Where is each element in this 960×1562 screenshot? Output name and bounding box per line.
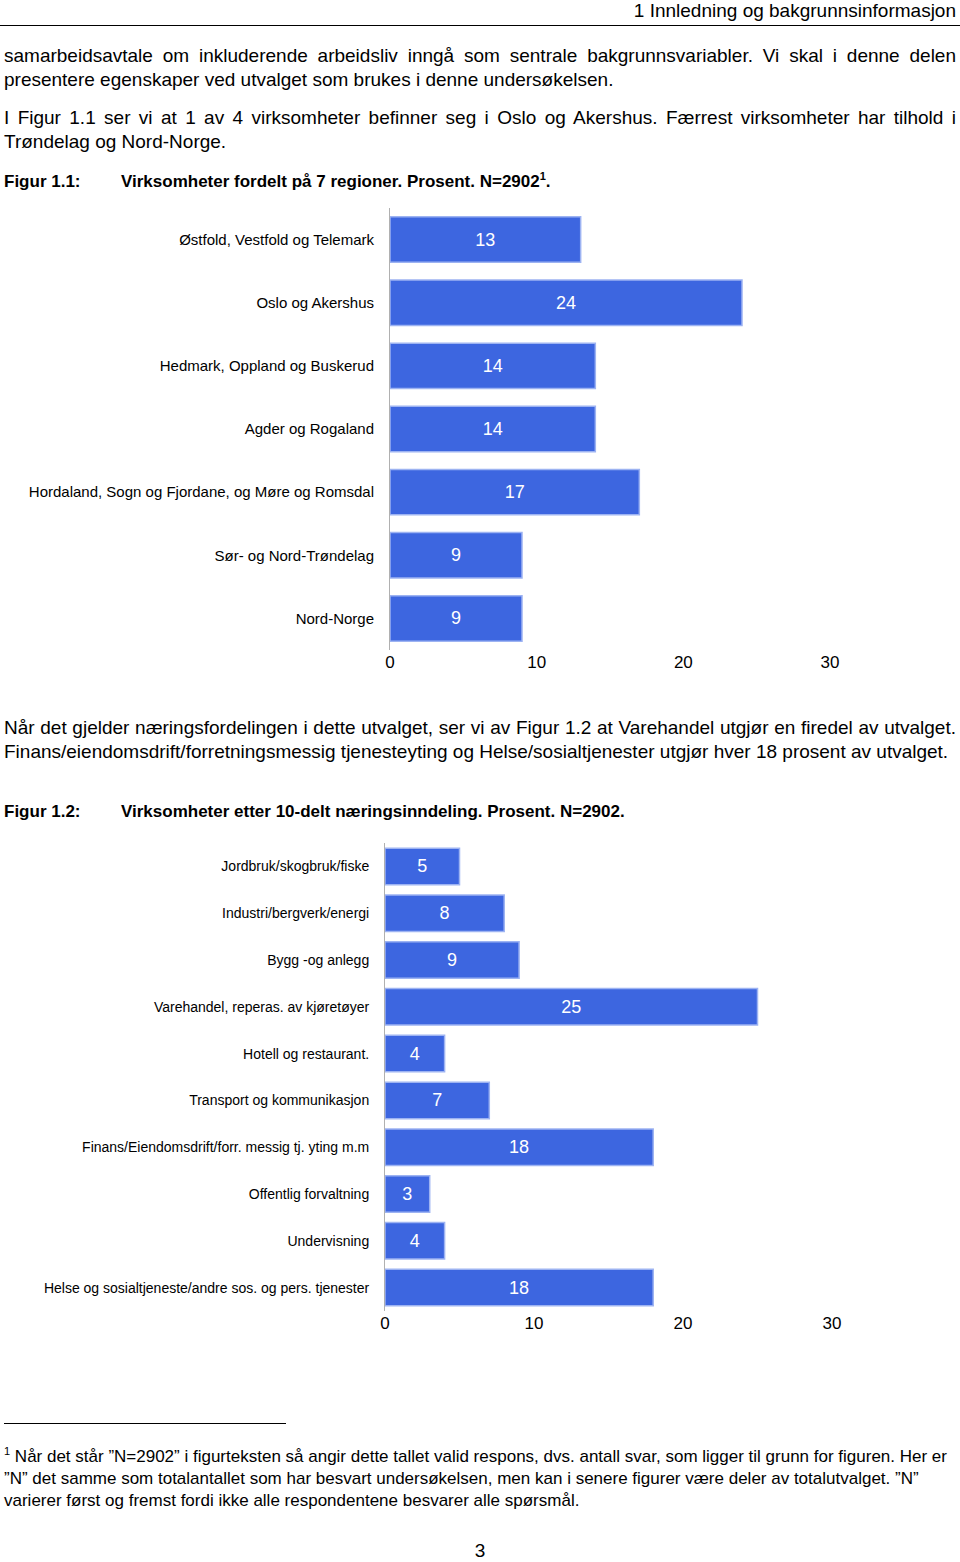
html-text:Virksomheter etter 10-delt nær: Virksomheter etter 10-delt næringsinndel… <box>121 802 625 821</box>
svg-text:5: 5 <box>417 856 427 876</box>
svg-text:Jordbruk/skogbruk/fiske: Jordbruk/skogbruk/fiske <box>221 858 369 874</box>
svg-text:0: 0 <box>380 1314 389 1333</box>
svg-text:8: 8 <box>440 903 450 923</box>
svg-text:Industri/bergverk/energi: Industri/bergverk/energi <box>222 905 369 921</box>
svg-text:4: 4 <box>410 1231 420 1251</box>
html-text:3: 3 <box>474 1540 486 1561</box>
svg-text:9: 9 <box>451 608 461 628</box>
svg-text:Varehandel, reperas. av kjøret: Varehandel, reperas. av kjøretøyer <box>154 999 370 1015</box>
svg-text:20: 20 <box>674 653 693 672</box>
svg-text:24: 24 <box>556 293 576 313</box>
svg-text:14: 14 <box>483 419 503 439</box>
html-text:Virksomheter fordelt på 7 regi: Virksomheter fordelt på 7 regioner. Pros… <box>121 171 540 191</box>
svg-text:Østfold, Vestfold og Telemark: Østfold, Vestfold og Telemark <box>179 231 374 248</box>
svg-text:13: 13 <box>475 230 495 250</box>
html-text:Figur 1.2:: Figur 1.2: <box>4 802 81 821</box>
svg-text:Agder og Rogaland: Agder og Rogaland <box>245 420 374 437</box>
html-text:Figur 1.1:: Figur 1.1: <box>4 171 81 191</box>
svg-text:Nord-Norge: Nord-Norge <box>296 610 374 627</box>
svg-text:10: 10 <box>527 653 546 672</box>
svg-text:Finans/Eiendomsdrift/forr. mes: Finans/Eiendomsdrift/forr. messig tj. yt… <box>82 1139 369 1155</box>
svg-text:18: 18 <box>509 1278 529 1298</box>
svg-text:0: 0 <box>385 653 394 672</box>
svg-text:Oslo og Akershus: Oslo og Akershus <box>256 294 374 311</box>
svg-text:9: 9 <box>447 950 457 970</box>
svg-text:Hordaland, Sogn og Fjordane, o: Hordaland, Sogn og Fjordane, og Møre og … <box>29 483 374 500</box>
html-text:I Figur 1.1 ser vi at 1 av 4 v: I Figur 1.1 ser vi at 1 av 4 virksomhete… <box>4 107 956 152</box>
svg-text:Sør- og Nord-Trøndelag: Sør- og Nord-Trøndelag <box>215 547 375 564</box>
svg-text:17: 17 <box>505 482 525 502</box>
svg-text:Helse og sosialtjeneste/andre: Helse og sosialtjeneste/andre sos. og pe… <box>44 1280 370 1296</box>
svg-text:30: 30 <box>823 1314 842 1333</box>
svg-text:3: 3 <box>402 1184 412 1204</box>
svg-text:9: 9 <box>451 545 461 565</box>
svg-text:25: 25 <box>561 997 581 1017</box>
svg-text:Offentlig forvaltning: Offentlig forvaltning <box>249 1186 369 1202</box>
svg-text:Undervisning: Undervisning <box>287 1233 369 1249</box>
svg-text:10: 10 <box>525 1314 544 1333</box>
svg-text:Bygg -og anlegg: Bygg -og anlegg <box>267 952 369 968</box>
html-text:samarbeidsavtale om inkluderen: samarbeidsavtale om inkluderende arbeids… <box>4 45 956 90</box>
svg-text:4: 4 <box>410 1044 420 1064</box>
svg-text:Transport og kommunikasjon: Transport og kommunikasjon <box>189 1092 369 1108</box>
html-text:1 Innledning og bakgrunnsinfor: 1 Innledning og bakgrunnsinformasjon <box>633 0 956 21</box>
svg-text:Hedmark, Oppland og Buskerud: Hedmark, Oppland og Buskerud <box>160 357 374 374</box>
svg-text:20: 20 <box>674 1314 693 1333</box>
svg-text:14: 14 <box>483 356 503 376</box>
svg-text:18: 18 <box>509 1137 529 1157</box>
svg-text:30: 30 <box>821 653 840 672</box>
html-text:1.: 1. <box>539 170 551 191</box>
html-text:Når det gjelder næringsfordeli: Når det gjelder næringsfordelingen i det… <box>4 717 956 762</box>
svg-text:Hotell og restaurant.: Hotell og restaurant. <box>243 1046 369 1062</box>
svg-text:7: 7 <box>432 1090 442 1110</box>
html-text:1Når det står ”N=2902” i figur: 1Når det står ”N=2902” i figurteksten så… <box>4 1445 947 1510</box>
